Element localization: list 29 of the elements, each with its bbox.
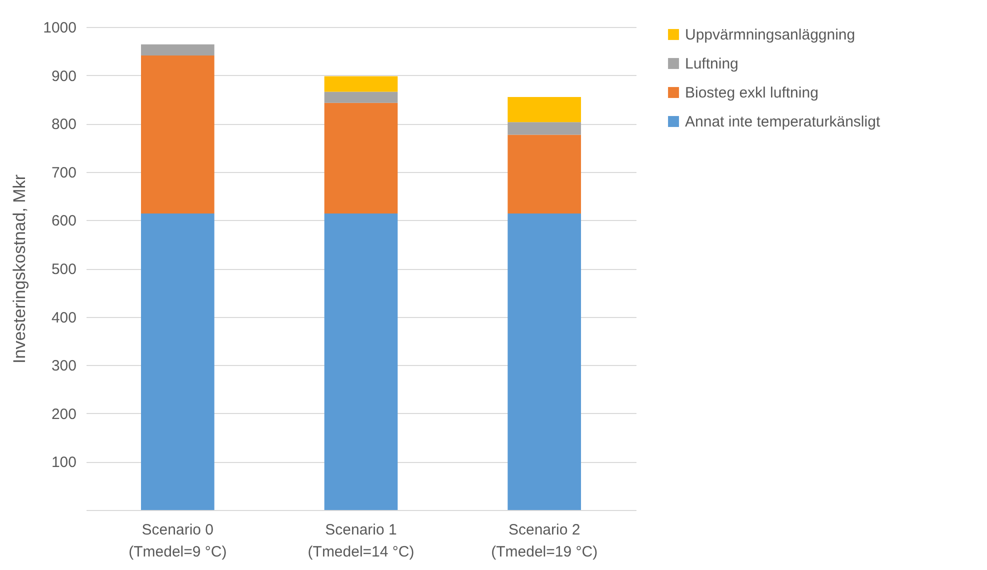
y-tick-label: 400 [51,309,76,326]
y-tick-label: 100 [51,454,76,472]
y-tick-label: 200 [51,406,76,423]
legend-label: Biosteg exkl luftning [685,84,818,102]
y-tick-label: 300 [51,358,76,375]
bar [324,213,398,510]
bar [508,134,581,214]
y-tick-label: 700 [51,164,76,182]
y-tick-label: 800 [51,116,76,134]
bar [508,97,581,122]
legend-label: Luftning [685,56,738,72]
y-tick-label: 1000 [43,20,76,36]
x-tick-label: Scenario 0 (Tmedel=9 °C) [128,522,227,560]
bar [141,55,214,214]
y-tick-label: 900 [51,68,76,85]
y-axis-title: Investeringskostnad, Mkr [10,174,30,364]
bar [324,92,398,103]
x-tick-label: Scenario 2 (Tmedel=19 °C) [491,522,598,560]
bar [141,44,214,56]
bar [324,102,398,214]
bar [508,122,581,135]
x-tick-label: Scenario 1 (Tmedel=14 °C) [308,522,414,560]
bar [141,213,214,510]
y-tick-label: 500 [51,261,76,278]
y-tick-label: 600 [51,212,76,230]
bar [508,213,581,510]
legend-label: Annat inte temperaturkänsligt [685,114,881,130]
bar [324,76,398,92]
legend-label: Uppvärmningsanläggning [685,26,856,44]
